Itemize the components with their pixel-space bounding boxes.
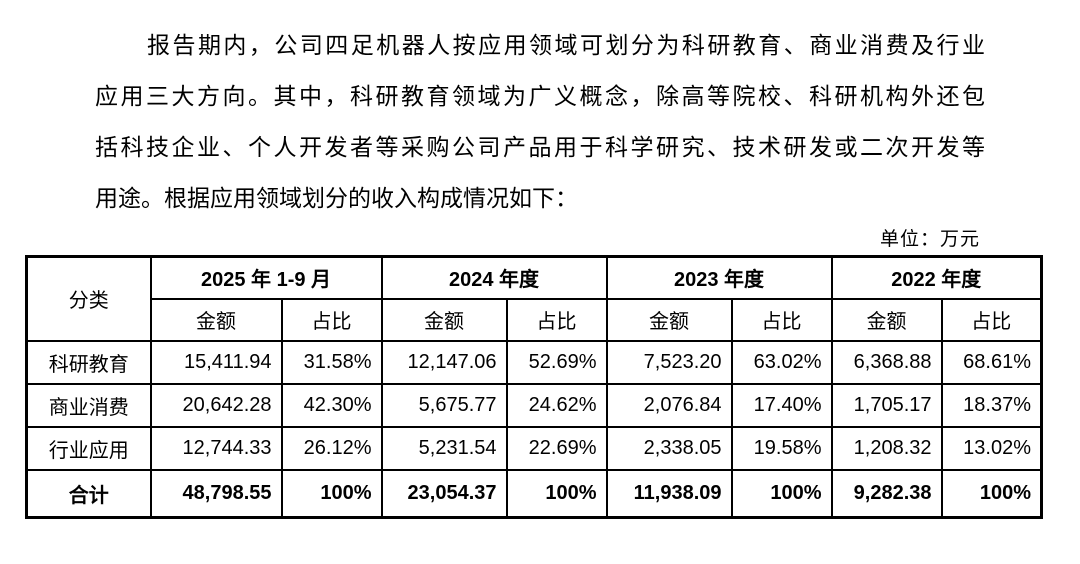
ratio-cell: 52.69% xyxy=(505,339,608,385)
ratio-cell: 18.37% xyxy=(940,382,1043,428)
col-header-period-2023: 2023 年度 xyxy=(605,255,833,300)
col-header-category: 分类 xyxy=(25,255,152,342)
paragraph-line-3: 括科技企业、个人开发者等采购公司产品用于科学研究、技术研发或二次开发等 xyxy=(95,135,985,160)
amount-cell: 12,744.33 xyxy=(149,425,283,471)
paragraph-line-1: 报告期内，公司四足机器人按应用领域可划分为科研教育、商业消费及行业 xyxy=(147,33,985,58)
ratio-cell: 17.40% xyxy=(730,382,833,428)
ratio-cell: 68.61% xyxy=(940,339,1043,385)
ratio-cell: 13.02% xyxy=(940,425,1043,471)
amount-cell: 9,282.38 xyxy=(830,468,943,519)
revenue-by-application-table: 分类 2025 年 1-9 月 2024 年度 2023 年度 2022 年度 … xyxy=(25,255,1044,519)
amount-cell: 2,338.05 xyxy=(605,425,733,471)
ratio-cell: 63.02% xyxy=(730,339,833,385)
col-header-ratio-2025: 占比 xyxy=(280,297,383,342)
ratio-cell: 100% xyxy=(730,468,833,519)
col-header-period-2022: 2022 年度 xyxy=(830,255,1043,300)
amount-cell: 7,523.20 xyxy=(605,339,733,385)
ratio-cell: 22.69% xyxy=(505,425,608,471)
col-header-period-2024: 2024 年度 xyxy=(380,255,608,300)
amount-cell: 23,054.37 xyxy=(380,468,508,519)
paragraph-line-2: 应用三大方向。其中，科研教育领域为广义概念，除高等院校、科研机构外还包 xyxy=(95,84,985,109)
paragraph-line-4: 用途。根据应用领域划分的收入构成情况如下： xyxy=(95,186,578,211)
table-row-industry-application: 行业应用 12,744.33 26.12% 5,231.54 22.69% 2,… xyxy=(25,425,1043,471)
amount-cell: 15,411.94 xyxy=(149,339,283,385)
table-row-total: 合计 48,798.55 100% 23,054.37 100% 11,938.… xyxy=(25,468,1043,519)
amount-cell: 20,642.28 xyxy=(149,382,283,428)
amount-cell: 2,076.84 xyxy=(605,382,733,428)
amount-cell: 11,938.09 xyxy=(605,468,733,519)
body-paragraph: 报告期内，公司四足机器人按应用领域可划分为科研教育、商业消费及行业 应用三大方向… xyxy=(95,20,985,224)
ratio-cell: 100% xyxy=(940,468,1043,519)
col-header-ratio-2022: 占比 xyxy=(940,297,1043,342)
ratio-cell: 100% xyxy=(505,468,608,519)
amount-cell: 1,705.17 xyxy=(830,382,943,428)
amount-cell: 5,675.77 xyxy=(380,382,508,428)
row-category: 商业消费 xyxy=(25,382,152,428)
ratio-cell: 31.58% xyxy=(280,339,383,385)
ratio-cell: 42.30% xyxy=(280,382,383,428)
amount-cell: 6,368.88 xyxy=(830,339,943,385)
ratio-cell: 24.62% xyxy=(505,382,608,428)
table-header-row-subcolumns: 金额 占比 金额 占比 金额 占比 金额 占比 xyxy=(27,297,1043,342)
amount-cell: 1,208.32 xyxy=(830,425,943,471)
amount-cell: 12,147.06 xyxy=(380,339,508,385)
ratio-cell: 100% xyxy=(280,468,383,519)
row-category: 行业应用 xyxy=(25,425,152,471)
col-header-ratio-2023: 占比 xyxy=(730,297,833,342)
col-header-amount-2022: 金额 xyxy=(830,297,943,342)
row-category: 科研教育 xyxy=(25,339,152,385)
table-row-research-education: 科研教育 15,411.94 31.58% 12,147.06 52.69% 7… xyxy=(25,339,1043,385)
col-header-amount-2025: 金额 xyxy=(149,297,283,342)
row-category: 合计 xyxy=(25,468,152,519)
amount-cell: 5,231.54 xyxy=(380,425,508,471)
col-header-period-2025: 2025 年 1-9 月 xyxy=(149,255,383,300)
amount-cell: 48,798.55 xyxy=(149,468,283,519)
ratio-cell: 26.12% xyxy=(280,425,383,471)
col-header-amount-2023: 金额 xyxy=(605,297,733,342)
table-header-row-periods: 分类 2025 年 1-9 月 2024 年度 2023 年度 2022 年度 xyxy=(25,255,1043,342)
ratio-cell: 19.58% xyxy=(730,425,833,471)
unit-label: 单位：万元 xyxy=(879,229,980,250)
col-header-ratio-2024: 占比 xyxy=(505,297,608,342)
col-header-amount-2024: 金额 xyxy=(380,297,508,342)
table-row-commercial-consumer: 商业消费 20,642.28 42.30% 5,675.77 24.62% 2,… xyxy=(25,382,1043,428)
